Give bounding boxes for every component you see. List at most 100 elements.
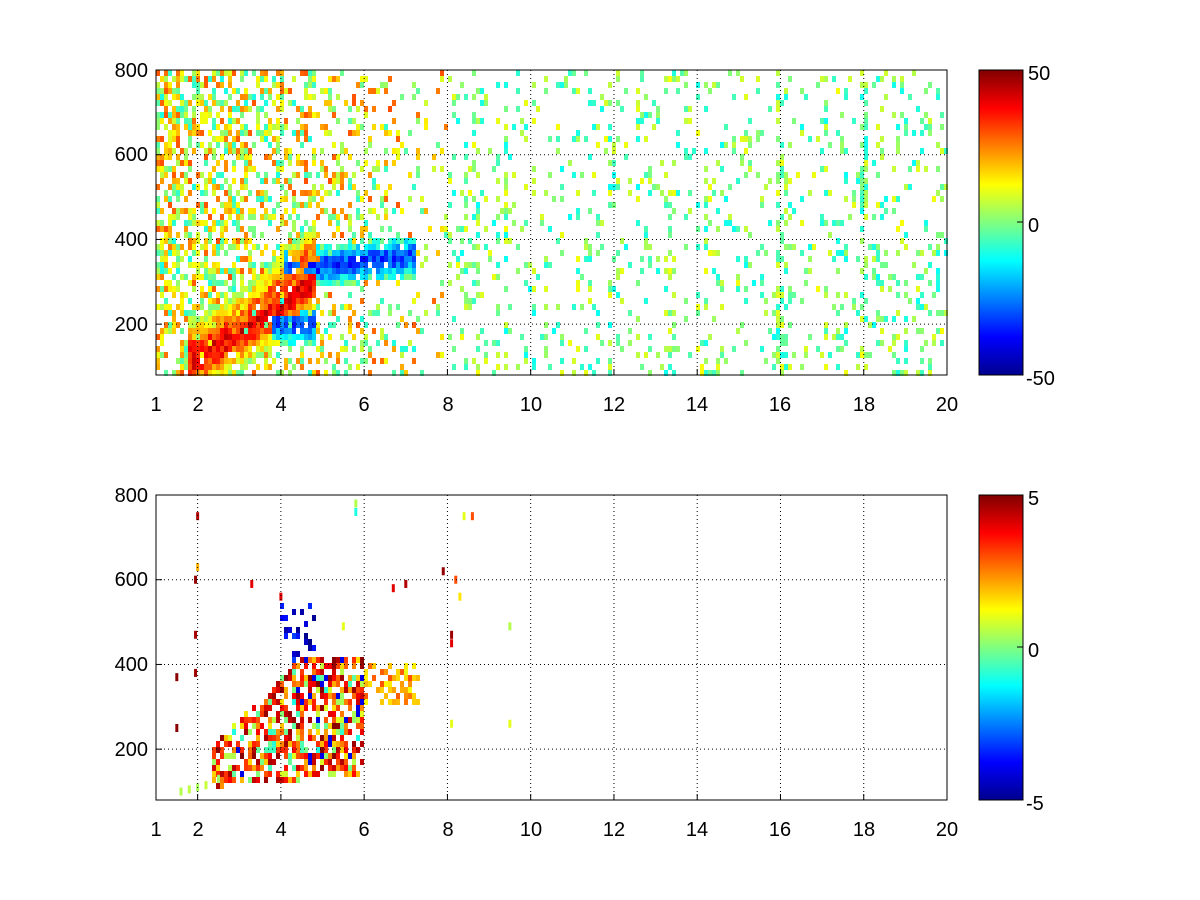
heatmap-cell	[920, 274, 924, 280]
heatmap-cell	[240, 280, 244, 286]
heatmap-cell	[572, 88, 576, 94]
heatmap-cell	[204, 310, 208, 316]
heatmap-cell	[228, 298, 232, 304]
heatmap-cell	[708, 184, 712, 190]
heatmap-cell	[232, 286, 236, 292]
heatmap-cell	[364, 76, 368, 82]
heatmap-cell	[300, 130, 304, 136]
heatmap-cell	[240, 184, 244, 190]
heatmap-cell	[892, 166, 896, 172]
heatmap-cell	[568, 160, 572, 166]
heatmap-cell	[172, 88, 176, 94]
heatmap-cell	[172, 322, 176, 328]
heatmap-cell	[284, 364, 288, 370]
heatmap-cell	[524, 280, 528, 286]
heatmap-cell	[896, 370, 900, 376]
heatmap-cell	[332, 669, 336, 675]
heatmap-cell	[180, 184, 184, 190]
heatmap-cell	[204, 100, 208, 106]
heatmap-cell	[264, 771, 268, 777]
heatmap-cell	[308, 280, 312, 286]
heatmap-cell	[296, 304, 300, 310]
heatmap-cell	[624, 88, 628, 94]
heatmap-cell	[344, 717, 348, 723]
heatmap-cell	[196, 346, 200, 352]
heatmap-cell	[408, 232, 412, 238]
heatmap-cell	[204, 262, 208, 268]
heatmap-cell	[156, 88, 160, 94]
heatmap-cell	[360, 675, 364, 681]
heatmap-cell	[252, 777, 256, 783]
heatmap-cell	[228, 214, 232, 220]
heatmap-cell	[200, 352, 204, 358]
heatmap-cell	[212, 88, 216, 94]
heatmap-cell	[224, 88, 228, 94]
heatmap-cell	[296, 244, 300, 250]
heatmap-cell	[272, 256, 276, 262]
heatmap-cell	[208, 334, 212, 340]
heatmap-cell	[412, 268, 416, 274]
heatmap-cell	[484, 94, 488, 100]
heatmap-cell	[780, 340, 784, 346]
heatmap-cell	[636, 88, 640, 94]
heatmap-cell	[244, 94, 248, 100]
heatmap-cell	[476, 346, 480, 352]
heatmap-cell	[260, 340, 264, 346]
heatmap-cell	[164, 352, 168, 358]
heatmap-cell	[172, 286, 176, 292]
heatmap-cell	[708, 334, 712, 340]
heatmap-cell	[308, 753, 312, 759]
heatmap-cell	[172, 190, 176, 196]
heatmap-cell	[416, 166, 420, 172]
heatmap-cell	[408, 196, 412, 202]
heatmap-cell	[200, 172, 204, 178]
heatmap-cell	[244, 106, 248, 112]
heatmap-cell	[340, 70, 344, 76]
heatmap-cell	[232, 298, 236, 304]
heatmap-cell	[704, 226, 708, 232]
heatmap-cell	[296, 771, 300, 777]
heatmap-cell	[384, 148, 388, 154]
heatmap-cell	[900, 88, 904, 94]
heatmap-cell	[188, 118, 192, 124]
heatmap-cell	[292, 663, 296, 669]
heatmap-cell	[664, 268, 668, 274]
heatmap-cell	[616, 70, 620, 76]
heatmap-cell	[324, 753, 328, 759]
heatmap-cell	[360, 759, 364, 765]
heatmap-cell	[524, 136, 528, 142]
heatmap-cell	[308, 639, 312, 645]
heatmap-cell	[292, 753, 296, 759]
heatmap-cell	[368, 208, 372, 214]
heatmap-cell	[420, 196, 424, 202]
heatmap-cell	[496, 82, 500, 88]
heatmap-cell	[320, 88, 324, 94]
heatmap-cell	[276, 118, 280, 124]
heatmap-cell	[304, 172, 308, 178]
heatmap-cell	[672, 208, 676, 214]
heatmap-cell	[320, 669, 324, 675]
heatmap-cell	[276, 777, 280, 783]
heatmap-cell	[464, 178, 468, 184]
heatmap-cell	[644, 136, 648, 142]
heatmap-cell	[360, 711, 364, 717]
heatmap-cell	[264, 346, 268, 352]
heatmap-cell	[168, 202, 172, 208]
heatmap-cell	[284, 316, 288, 322]
heatmap-cell	[316, 304, 320, 310]
heatmap-cell	[788, 364, 792, 370]
heatmap-cell	[780, 256, 784, 262]
heatmap-cell	[460, 334, 464, 340]
heatmap-cell	[212, 370, 216, 376]
heatmap-cell	[288, 759, 292, 765]
heatmap-cell	[216, 370, 220, 376]
heatmap-cell	[480, 100, 484, 106]
heatmap-cell	[284, 124, 288, 130]
heatmap-cell	[604, 100, 608, 106]
heatmap-cell	[176, 304, 180, 310]
heatmap-cell	[452, 364, 456, 370]
heatmap-cell	[784, 190, 788, 196]
heatmap-cell	[384, 124, 388, 130]
heatmap-cell	[892, 208, 896, 214]
heatmap-cell	[284, 88, 288, 94]
